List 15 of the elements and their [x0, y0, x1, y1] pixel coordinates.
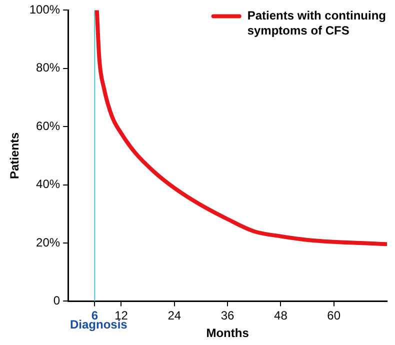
x-tick-label: 60 — [327, 308, 341, 323]
y-tick-label: 40% — [36, 177, 60, 192]
y-tick-label: 0 — [53, 294, 60, 308]
y-tick-label: 100% — [29, 2, 60, 17]
y-tick-label: 60% — [36, 118, 60, 133]
x-axis-title: Months — [206, 326, 250, 340]
y-tick-label: 80% — [36, 60, 60, 75]
line-series — [94, 10, 387, 246]
y-axis-title: Patients — [8, 132, 22, 180]
x-tick-label: 36 — [220, 308, 235, 323]
x-tick-label: 24 — [168, 308, 182, 323]
y-tick-label: 20% — [36, 235, 60, 250]
x-tick-label: 6 — [91, 308, 98, 323]
legend-label: Patients with continuing symptoms of CFS — [247, 8, 386, 38]
x-tick-label: 48 — [274, 308, 288, 323]
